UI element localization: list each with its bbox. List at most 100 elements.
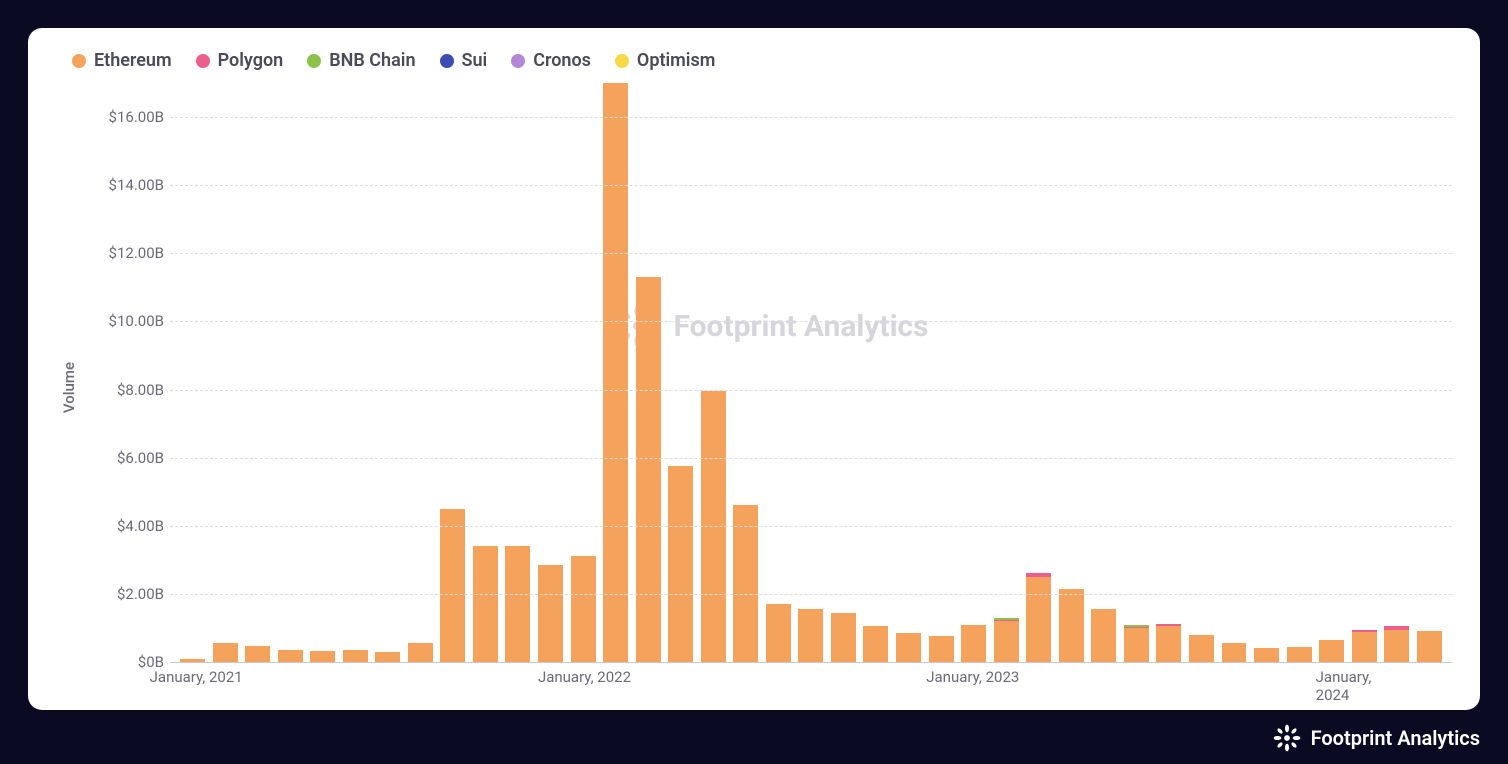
bar-column[interactable] bbox=[310, 83, 335, 662]
grid-line bbox=[170, 458, 1452, 459]
bar-column[interactable] bbox=[701, 83, 726, 662]
x-tick-label: January, 2023 bbox=[926, 668, 1019, 686]
chart-area: Volume bbox=[56, 83, 1452, 692]
bar-column[interactable] bbox=[994, 83, 1019, 662]
bar-segment-ethereum bbox=[1384, 630, 1409, 662]
bar-column[interactable] bbox=[733, 83, 758, 662]
legend-swatch bbox=[307, 54, 321, 68]
bar-column[interactable] bbox=[180, 83, 205, 662]
bar-column[interactable] bbox=[1059, 83, 1084, 662]
bar-segment-ethereum bbox=[766, 604, 791, 662]
y-tick-label: $4.00B bbox=[92, 517, 164, 535]
bar-column[interactable] bbox=[896, 83, 921, 662]
x-tick-label: January, 2021 bbox=[150, 668, 243, 686]
grid-line bbox=[170, 185, 1452, 186]
legend-item-sui[interactable]: Sui bbox=[440, 50, 488, 71]
bar-column[interactable] bbox=[1026, 83, 1051, 662]
legend-swatch bbox=[615, 54, 629, 68]
y-tick-label: $10.00B bbox=[92, 312, 164, 330]
bar-segment-ethereum bbox=[1222, 643, 1247, 662]
legend-label: Polygon bbox=[218, 50, 284, 71]
bar-column[interactable] bbox=[343, 83, 368, 662]
bar-column[interactable] bbox=[636, 83, 661, 662]
legend-label: Sui bbox=[462, 50, 488, 71]
bar-column[interactable] bbox=[505, 83, 530, 662]
bar-column[interactable] bbox=[440, 83, 465, 662]
bar-column[interactable] bbox=[278, 83, 303, 662]
bar-segment-ethereum bbox=[278, 650, 303, 662]
bar-column[interactable] bbox=[863, 83, 888, 662]
legend-label: Cronos bbox=[533, 50, 591, 71]
bar-segment-ethereum bbox=[213, 643, 238, 662]
y-tick-label: $12.00B bbox=[92, 244, 164, 262]
bar-segment-ethereum bbox=[1319, 640, 1344, 662]
legend-item-cronos[interactable]: Cronos bbox=[511, 50, 591, 71]
bar-segment-ethereum bbox=[538, 565, 563, 662]
bar-column[interactable] bbox=[375, 83, 400, 662]
bars-container bbox=[180, 83, 1442, 662]
bar-column[interactable] bbox=[1222, 83, 1247, 662]
bar-column[interactable] bbox=[1384, 83, 1409, 662]
legend-label: Optimism bbox=[637, 50, 715, 71]
legend-item-ethereum[interactable]: Ethereum bbox=[72, 50, 172, 71]
bar-column[interactable] bbox=[408, 83, 433, 662]
bar-segment-ethereum bbox=[1059, 589, 1084, 662]
grid-line bbox=[170, 117, 1452, 118]
bar-column[interactable] bbox=[1287, 83, 1312, 662]
bar-column[interactable] bbox=[1417, 83, 1442, 662]
legend-label: Ethereum bbox=[94, 50, 172, 71]
plot-grid: Footprint Analytics $0B$2.00B$4.00B$6.00… bbox=[92, 83, 1452, 662]
y-tick-label: $6.00B bbox=[92, 449, 164, 467]
bar-segment-ethereum bbox=[831, 613, 856, 662]
bar-column[interactable] bbox=[1189, 83, 1214, 662]
bar-column[interactable] bbox=[668, 83, 693, 662]
chart-legend: Ethereum Polygon BNB Chain Sui Cronos Optimis… bbox=[56, 50, 1452, 83]
footprint-logo-icon bbox=[1273, 724, 1301, 752]
bar-segment-ethereum bbox=[1091, 609, 1116, 662]
bar-segment-ethereum bbox=[798, 609, 823, 662]
bar-column[interactable] bbox=[1156, 83, 1181, 662]
legend-label: BNB Chain bbox=[329, 50, 415, 71]
bar-column[interactable] bbox=[1319, 83, 1344, 662]
bar-segment-ethereum bbox=[863, 626, 888, 662]
bar-column[interactable] bbox=[831, 83, 856, 662]
grid-line bbox=[170, 594, 1452, 595]
bar-column[interactable] bbox=[538, 83, 563, 662]
grid-line bbox=[170, 390, 1452, 391]
bar-segment-ethereum bbox=[961, 625, 986, 662]
bar-segment-ethereum bbox=[571, 556, 596, 662]
bar-column[interactable] bbox=[213, 83, 238, 662]
bar-segment-ethereum bbox=[1254, 648, 1279, 662]
bar-column[interactable] bbox=[473, 83, 498, 662]
bar-column[interactable] bbox=[1352, 83, 1377, 662]
bar-segment-ethereum bbox=[408, 643, 433, 662]
bar-segment-ethereum bbox=[473, 546, 498, 662]
legend-item-optimism[interactable]: Optimism bbox=[615, 50, 715, 71]
bar-segment-ethereum bbox=[505, 546, 530, 662]
bar-column[interactable] bbox=[245, 83, 270, 662]
bar-column[interactable] bbox=[571, 83, 596, 662]
legend-swatch bbox=[72, 54, 86, 68]
legend-swatch bbox=[196, 54, 210, 68]
grid-line bbox=[170, 253, 1452, 254]
bar-segment-ethereum bbox=[245, 646, 270, 662]
bar-column[interactable] bbox=[1254, 83, 1279, 662]
bar-segment-ethereum bbox=[1026, 577, 1051, 662]
legend-item-bnb[interactable]: BNB Chain bbox=[307, 50, 415, 71]
bar-segment-ethereum bbox=[603, 83, 628, 662]
bar-column[interactable] bbox=[603, 83, 628, 662]
bar-column[interactable] bbox=[1124, 83, 1149, 662]
bar-segment-ethereum bbox=[1156, 626, 1181, 662]
bar-column[interactable] bbox=[929, 83, 954, 662]
chart-card: Ethereum Polygon BNB Chain Sui Cronos Optimis… bbox=[28, 28, 1480, 710]
bar-column[interactable] bbox=[798, 83, 823, 662]
bar-column[interactable] bbox=[961, 83, 986, 662]
y-tick-label: $2.00B bbox=[92, 585, 164, 603]
footer-brand: Footprint Analytics bbox=[1273, 724, 1480, 752]
legend-item-polygon[interactable]: Polygon bbox=[196, 50, 284, 71]
bar-segment-ethereum bbox=[636, 277, 661, 662]
legend-swatch bbox=[511, 54, 525, 68]
bar-column[interactable] bbox=[766, 83, 791, 662]
bar-column[interactable] bbox=[1091, 83, 1116, 662]
y-axis-label: Volume bbox=[56, 362, 82, 413]
